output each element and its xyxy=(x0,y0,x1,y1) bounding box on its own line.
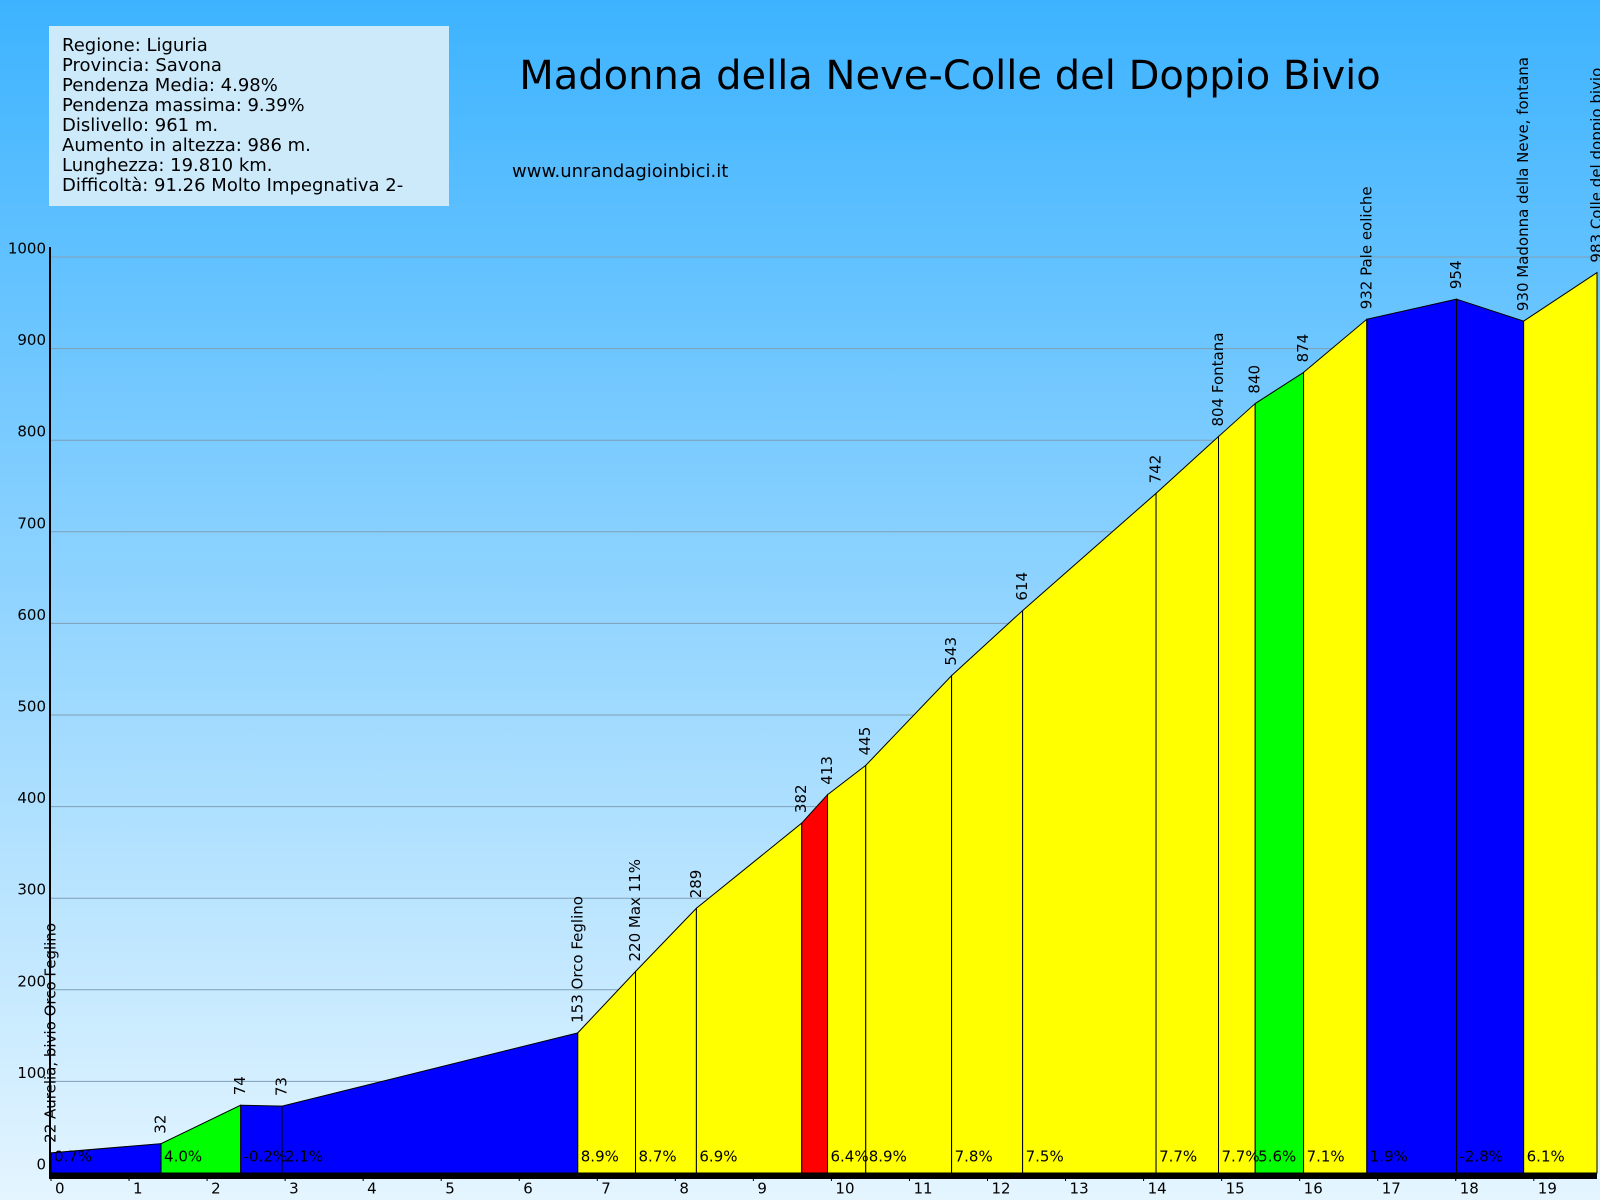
x-tick-label: 12 xyxy=(991,1180,1010,1198)
elevation-label: 543 xyxy=(942,637,960,666)
segment xyxy=(1523,271,1598,1174)
info-line: Provincia: Savona xyxy=(62,55,222,76)
x-tick-label: 4 xyxy=(367,1180,377,1198)
x-tick-label: 5 xyxy=(445,1180,455,1198)
x-tick-label: 17 xyxy=(1382,1180,1401,1198)
elevation-label: 413 xyxy=(818,756,836,785)
elevation-label: 73 xyxy=(273,1077,291,1096)
x-tick-label: 3 xyxy=(289,1180,299,1198)
gradient-label: 0.7% xyxy=(54,1148,92,1166)
y-tick-label: 800 xyxy=(17,423,46,441)
x-tick-label: 16 xyxy=(1304,1180,1323,1198)
gradient-label: 6.4% xyxy=(831,1148,869,1166)
elevation-label: 445 xyxy=(856,727,874,756)
x-tick-label: 9 xyxy=(757,1180,767,1198)
segment xyxy=(1303,318,1368,1174)
info-line: Regione: Liguria xyxy=(62,35,208,56)
info-line: Pendenza massima: 9.39% xyxy=(62,95,305,116)
y-tick-label: 100 xyxy=(17,1064,46,1082)
elevation-label: 874 xyxy=(1294,334,1312,363)
gradient-label: 8.9% xyxy=(869,1148,907,1166)
segment xyxy=(1217,402,1256,1174)
segment xyxy=(827,764,867,1174)
elevation-label: 22 Aurelia, bivio Orco Feglino xyxy=(42,923,60,1143)
elevation-label: 220 Max 11% xyxy=(626,859,644,962)
gradient-label: 7.7% xyxy=(1221,1148,1259,1166)
gradient-label: 6.1% xyxy=(1527,1148,1565,1166)
x-axis xyxy=(49,1173,1597,1179)
y-tick-label: 0 xyxy=(36,1156,46,1174)
gradient-label: 6.9% xyxy=(699,1148,737,1166)
segment xyxy=(1254,371,1305,1174)
elevation-label: 614 xyxy=(1013,572,1031,601)
info-line: Lunghezza: 19.810 km. xyxy=(62,155,273,176)
elevation-label: 289 xyxy=(687,870,705,899)
segment xyxy=(951,609,1024,1174)
y-tick-label: 500 xyxy=(17,698,46,716)
elevation-label: 74 xyxy=(231,1076,249,1095)
x-tick-label: 11 xyxy=(913,1180,932,1198)
gradient-label: -0.2% xyxy=(244,1148,288,1166)
segment xyxy=(1155,435,1219,1174)
elevation-label: 804 Fontana xyxy=(1209,333,1227,427)
gradient-label: 1.9% xyxy=(1370,1148,1408,1166)
elevation-label: 954 xyxy=(1447,260,1465,289)
elevation-label: 983 Colle del doppio bivio xyxy=(1588,68,1600,263)
gradient-label: 7.1% xyxy=(1307,1148,1345,1166)
elevation-label: 742 xyxy=(1147,455,1165,484)
y-tick-label: 700 xyxy=(17,514,46,532)
chart-title: Madonna della Neve-Colle del Doppio Bivi… xyxy=(519,53,1380,99)
x-tick-label: 15 xyxy=(1226,1180,1245,1198)
x-tick-label: 10 xyxy=(835,1180,854,1198)
elevation-label: 153 Orco Feglino xyxy=(568,896,586,1023)
gradient-label: 7.7% xyxy=(1159,1148,1197,1166)
gradient-label: 8.9% xyxy=(581,1148,619,1166)
x-tick-label: 19 xyxy=(1538,1180,1557,1198)
x-tick-label: 6 xyxy=(523,1180,533,1198)
info-line: Aumento in altezza: 986 m. xyxy=(62,135,311,156)
info-line: Pendenza Media: 4.98% xyxy=(62,75,278,96)
x-tick-label: 1 xyxy=(133,1180,143,1198)
gradient-label: 7.5% xyxy=(1026,1148,1064,1166)
info-line: Dislivello: 961 m. xyxy=(62,115,218,136)
gradient-label: 5.6% xyxy=(1258,1148,1296,1166)
x-tick-label: 2 xyxy=(211,1180,221,1198)
x-tick-label: 8 xyxy=(679,1180,689,1198)
segment xyxy=(1366,298,1458,1174)
info-box xyxy=(49,26,449,206)
info-line: Difficoltà: 91.26 Molto Impegnativa 2- xyxy=(62,175,403,196)
elevation-label: 932 Pale eoliche xyxy=(1357,186,1375,309)
segment xyxy=(801,793,829,1174)
elevation-label: 840 xyxy=(1246,365,1264,394)
y-tick-label: 600 xyxy=(17,606,46,624)
gradient-label: -2.8% xyxy=(1460,1148,1504,1166)
elevation-label: 382 xyxy=(792,784,810,813)
y-tick-label: 400 xyxy=(17,789,46,807)
elevation-label: 930 Madonna della Neve, fontana xyxy=(1514,57,1532,311)
gradient-label: 7.8% xyxy=(955,1148,993,1166)
gradient-label: 2.1% xyxy=(285,1148,323,1166)
x-tick-label: 14 xyxy=(1148,1180,1167,1198)
y-tick-label: 200 xyxy=(17,972,46,990)
x-tick-label: 13 xyxy=(1070,1180,1089,1198)
gradient-label: 8.7% xyxy=(639,1148,677,1166)
y-tick-label: 1000 xyxy=(8,240,46,258)
website: www.unrandagioinbici.it xyxy=(512,161,728,182)
y-tick-label: 300 xyxy=(17,881,46,899)
segment xyxy=(1456,298,1525,1174)
y-tick-label: 900 xyxy=(17,331,46,349)
x-tick-label: 18 xyxy=(1460,1180,1479,1198)
segment xyxy=(1022,492,1157,1174)
gradient-label: 4.0% xyxy=(164,1148,202,1166)
x-tick-label: 0 xyxy=(55,1180,65,1198)
elevation-label: 32 xyxy=(152,1115,170,1134)
x-tick-label: 7 xyxy=(601,1180,611,1198)
